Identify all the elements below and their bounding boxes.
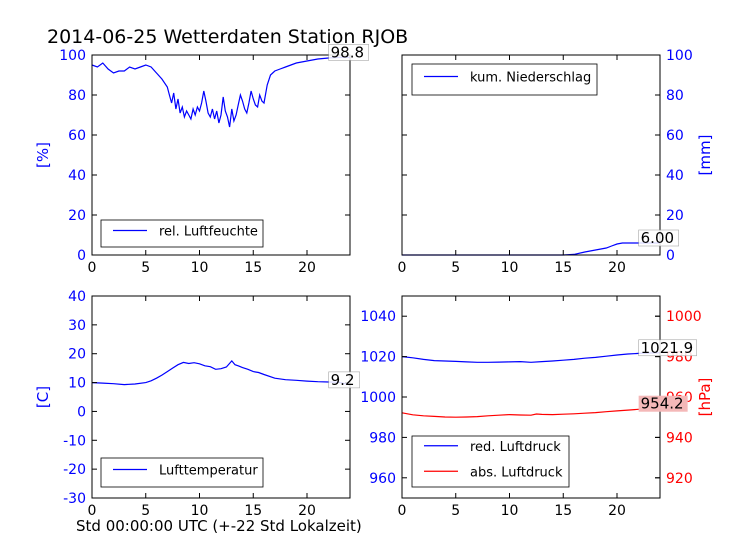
plot-frame bbox=[91, 295, 351, 499]
y-tick-label: 20 bbox=[666, 208, 684, 224]
annotation-box bbox=[638, 229, 679, 247]
x-tick-label: 20 bbox=[298, 260, 316, 276]
annotation-box bbox=[638, 339, 697, 357]
legend-label: rel. Luftfeuchte bbox=[159, 225, 258, 240]
series-line-1 bbox=[402, 242, 660, 256]
annotation-box bbox=[328, 44, 369, 61]
panel-top-right: 0 5 10 15 20 0 20 40 60 80 100 [mm] 6.00 kum. Nieders… bbox=[398, 48, 714, 276]
x-tick-label: 0 bbox=[88, 503, 97, 519]
x-tick-label: 0 bbox=[88, 260, 97, 276]
series-line-1 bbox=[401, 352, 661, 363]
y-tick-label: 1000 bbox=[360, 390, 396, 406]
y-tick-label: 100 bbox=[59, 48, 86, 64]
legend-label: kum. Niederschlag bbox=[470, 71, 591, 86]
legend-label: Lufttemperatur bbox=[159, 464, 258, 479]
series-line-1 bbox=[91, 56, 350, 128]
y-tick-label: 40 bbox=[68, 289, 86, 305]
y-tick-label: 60 bbox=[666, 128, 684, 144]
y-axis-label: [mm] bbox=[696, 135, 714, 176]
y-axis-label: [C] bbox=[34, 386, 52, 408]
y-right-tick-label: 940 bbox=[666, 430, 693, 446]
panel-bottom-right: 0510152096098010001020104092094096098010… bbox=[360, 295, 714, 519]
x-axis-label: Std 00:00:00 UTC (+-22 Std Lokalzeit) bbox=[76, 517, 362, 535]
annotation-box bbox=[328, 371, 360, 389]
y-tick-label: 30 bbox=[68, 318, 86, 334]
annotation-label: 98.8 bbox=[331, 43, 364, 61]
x-tick-label: 20 bbox=[608, 503, 626, 519]
y-right-tick-label: 920 bbox=[666, 471, 693, 487]
figure-title: 2014-06-25 Wetterdaten Station RJOB bbox=[47, 26, 409, 48]
y-axis-label: [%] bbox=[34, 142, 52, 168]
legend-box bbox=[100, 457, 264, 488]
x-tick-label: 5 bbox=[141, 260, 150, 276]
y-tick-label: 80 bbox=[666, 88, 684, 104]
y-tick-label: 1040 bbox=[360, 309, 396, 325]
legend-box bbox=[411, 63, 598, 96]
x-tick-label: 20 bbox=[608, 260, 626, 276]
y-tick-label: 10 bbox=[68, 376, 86, 392]
x-tick-label: 20 bbox=[298, 503, 316, 519]
y-tick-label: 1020 bbox=[360, 350, 396, 366]
legend-label: red. Luftdruck bbox=[470, 440, 561, 455]
y-tick-label: 20 bbox=[68, 208, 86, 224]
x-tick-label: 15 bbox=[554, 260, 572, 276]
series-line-2 bbox=[401, 408, 661, 418]
legend-label: abs. Luftdruck bbox=[470, 465, 563, 480]
x-tick-label: 15 bbox=[244, 503, 262, 519]
y-tick-label: -20 bbox=[63, 462, 86, 478]
x-tick-label: 0 bbox=[398, 503, 407, 519]
legend-box bbox=[411, 435, 570, 488]
y-tick-label: 40 bbox=[68, 168, 86, 184]
annotation-label: 6.00 bbox=[641, 229, 674, 247]
panel-top-left: 0 5 10 15 20 0 20 40 60 80 100 [%] 98.8 rel. Luftfeuc… bbox=[34, 43, 369, 276]
y-tick-label: 0 bbox=[666, 248, 675, 264]
x-tick-label: 5 bbox=[451, 260, 460, 276]
y-tick-label: 0 bbox=[77, 404, 86, 420]
annotation-label: 9.2 bbox=[331, 371, 355, 389]
annotation-box bbox=[638, 395, 688, 412]
y-tick-label: 980 bbox=[369, 430, 396, 446]
x-tick-label: 0 bbox=[398, 260, 407, 276]
y-tick-label: 100 bbox=[666, 48, 693, 64]
x-tick-label: 5 bbox=[451, 503, 460, 519]
x-tick-label: 10 bbox=[191, 260, 209, 276]
y-tick-label: 0 bbox=[77, 248, 86, 264]
y-tick-label: 40 bbox=[666, 168, 684, 184]
y-tick-label: -30 bbox=[63, 491, 86, 507]
panel-bottom-left: 0 5 10 15 20 -30 -20 -10 0 10 20 30 40 [C] 9.2 Lufttemp… bbox=[34, 289, 360, 519]
x-tick-label: 10 bbox=[501, 503, 519, 519]
annotation-label: 954.2 bbox=[641, 395, 684, 413]
y-tick-label: 960 bbox=[369, 471, 396, 487]
y-tick-label: -10 bbox=[63, 433, 86, 449]
y-tick-label: 80 bbox=[68, 88, 86, 104]
x-tick-label: 15 bbox=[244, 260, 262, 276]
y-tick-label: 20 bbox=[68, 347, 86, 363]
x-tick-label: 5 bbox=[141, 503, 150, 519]
y-tick-label: 60 bbox=[68, 128, 86, 144]
y-axis-label: [hPa] bbox=[696, 378, 714, 417]
x-tick-label: 15 bbox=[554, 503, 572, 519]
annotation-label: 1021.9 bbox=[641, 339, 694, 357]
x-tick-label: 10 bbox=[501, 260, 519, 276]
plot-frame bbox=[91, 54, 351, 256]
y-right-tick-label: 1000 bbox=[666, 309, 702, 325]
series-line-1 bbox=[91, 359, 351, 386]
legend-box bbox=[100, 219, 264, 248]
plot-frame bbox=[401, 54, 661, 256]
x-tick-label: 10 bbox=[191, 503, 209, 519]
